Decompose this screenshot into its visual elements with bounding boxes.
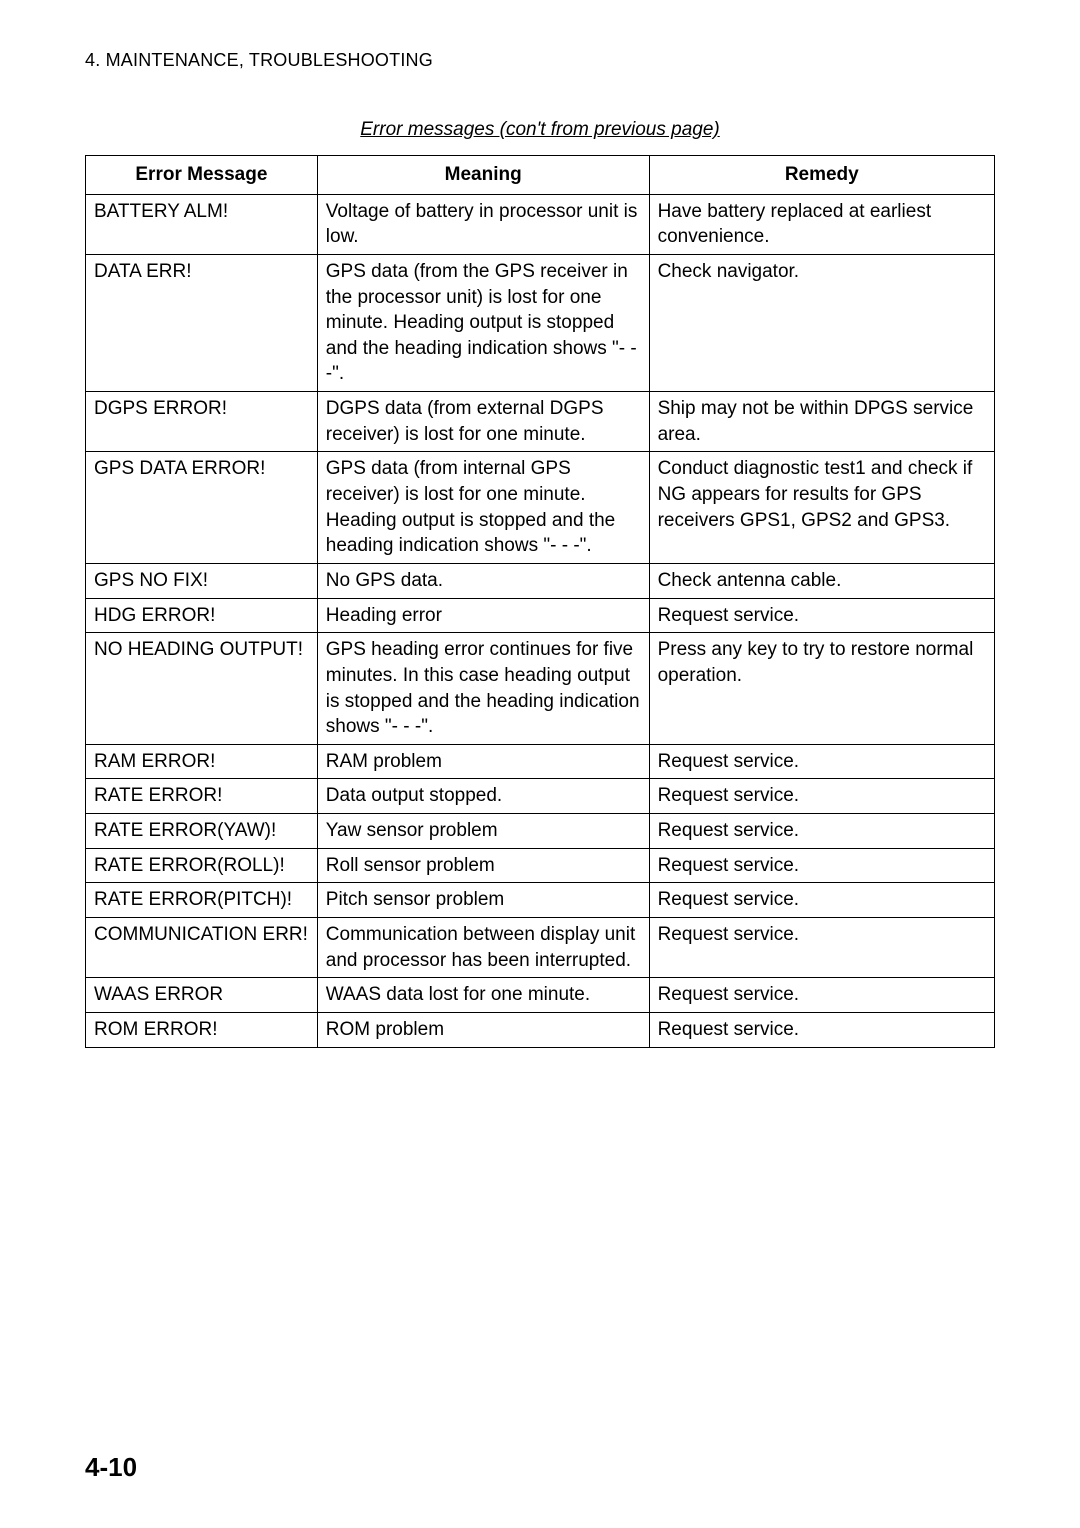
cell-meaning: No GPS data. <box>317 563 649 598</box>
cell-meaning: Voltage of battery in processor unit is … <box>317 194 649 254</box>
table-row: BATTERY ALM!Voltage of battery in proces… <box>86 194 995 254</box>
table-row: NO HEADING OUTPUT!GPS heading error cont… <box>86 633 995 745</box>
cell-meaning: Yaw sensor problem <box>317 814 649 849</box>
cell-meaning: ROM problem <box>317 1012 649 1047</box>
table-row: DGPS ERROR!DGPS data (from external DGPS… <box>86 392 995 452</box>
table-row: HDG ERROR!Heading errorRequest service. <box>86 598 995 633</box>
cell-error-message: GPS DATA ERROR! <box>86 452 318 564</box>
cell-error-message: RATE ERROR(ROLL)! <box>86 848 318 883</box>
table-row: GPS NO FIX!No GPS data.Check antenna cab… <box>86 563 995 598</box>
cell-remedy: Request service. <box>649 883 994 918</box>
cell-error-message: COMMUNICATION ERR! <box>86 918 318 978</box>
cell-remedy: Request service. <box>649 744 994 779</box>
table-row: RATE ERROR!Data output stopped.Request s… <box>86 779 995 814</box>
table-row: RATE ERROR(ROLL)!Roll sensor problemRequ… <box>86 848 995 883</box>
cell-remedy: Request service. <box>649 848 994 883</box>
cell-remedy: Conduct diagnostic test1 and check if NG… <box>649 452 994 564</box>
cell-error-message: HDG ERROR! <box>86 598 318 633</box>
cell-remedy: Request service. <box>649 978 994 1013</box>
cell-meaning: Heading error <box>317 598 649 633</box>
table-row: COMMUNICATION ERR!Communication between … <box>86 918 995 978</box>
cell-remedy: Check navigator. <box>649 254 994 391</box>
cell-meaning: WAAS data lost for one minute. <box>317 978 649 1013</box>
cell-remedy: Check antenna cable. <box>649 563 994 598</box>
cell-error-message: NO HEADING OUTPUT! <box>86 633 318 745</box>
cell-meaning: GPS data (from the GPS receiver in the p… <box>317 254 649 391</box>
table-row: DATA ERR!GPS data (from the GPS receiver… <box>86 254 995 391</box>
cell-remedy: Ship may not be within DPGS service area… <box>649 392 994 452</box>
cell-error-message: RATE ERROR(PITCH)! <box>86 883 318 918</box>
cell-remedy: Request service. <box>649 918 994 978</box>
cell-meaning: GPS heading error continues for five min… <box>317 633 649 745</box>
cell-error-message: DATA ERR! <box>86 254 318 391</box>
table-row: RATE ERROR(YAW)!Yaw sensor problemReques… <box>86 814 995 849</box>
table-row: ROM ERROR!ROM problemRequest service. <box>86 1012 995 1047</box>
cell-remedy: Request service. <box>649 779 994 814</box>
cell-error-message: RAM ERROR! <box>86 744 318 779</box>
page-number: 4-10 <box>85 1452 137 1483</box>
cell-meaning: DGPS data (from external DGPS receiver) … <box>317 392 649 452</box>
table-row: WAAS ERRORWAAS data lost for one minute.… <box>86 978 995 1013</box>
cell-remedy: Have battery replaced at earliest conven… <box>649 194 994 254</box>
cell-remedy: Request service. <box>649 1012 994 1047</box>
table-header-row: Error Message Meaning Remedy <box>86 156 995 195</box>
cell-remedy: Request service. <box>649 598 994 633</box>
header-meaning: Meaning <box>317 156 649 195</box>
table-row: GPS DATA ERROR!GPS data (from internal G… <box>86 452 995 564</box>
cell-meaning: Communication between display unit and p… <box>317 918 649 978</box>
header-error-message: Error Message <box>86 156 318 195</box>
cell-error-message: DGPS ERROR! <box>86 392 318 452</box>
cell-error-message: RATE ERROR! <box>86 779 318 814</box>
cell-error-message: GPS NO FIX! <box>86 563 318 598</box>
cell-meaning: GPS data (from internal GPS receiver) is… <box>317 452 649 564</box>
cell-error-message: BATTERY ALM! <box>86 194 318 254</box>
section-header: 4. MAINTENANCE, TROUBLESHOOTING <box>85 50 995 71</box>
cell-error-message: ROM ERROR! <box>86 1012 318 1047</box>
cell-meaning: RAM problem <box>317 744 649 779</box>
cell-remedy: Press any key to try to restore normal o… <box>649 633 994 745</box>
cell-error-message: WAAS ERROR <box>86 978 318 1013</box>
error-messages-table: Error Message Meaning Remedy BATTERY ALM… <box>85 155 995 1048</box>
cell-meaning: Roll sensor problem <box>317 848 649 883</box>
table-row: RAM ERROR!RAM problemRequest service. <box>86 744 995 779</box>
header-remedy: Remedy <box>649 156 994 195</box>
cell-remedy: Request service. <box>649 814 994 849</box>
cell-meaning: Pitch sensor problem <box>317 883 649 918</box>
table-caption: Error messages (con't from previous page… <box>85 119 995 141</box>
cell-error-message: RATE ERROR(YAW)! <box>86 814 318 849</box>
cell-meaning: Data output stopped. <box>317 779 649 814</box>
table-row: RATE ERROR(PITCH)!Pitch sensor problemRe… <box>86 883 995 918</box>
